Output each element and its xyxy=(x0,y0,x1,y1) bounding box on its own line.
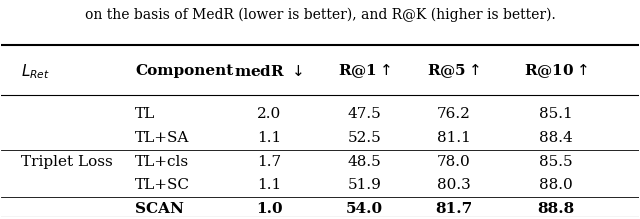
Text: Component: Component xyxy=(135,64,234,78)
Text: TL+SA: TL+SA xyxy=(135,131,189,145)
Text: 78.0: 78.0 xyxy=(437,155,470,169)
Text: 47.5: 47.5 xyxy=(348,107,381,121)
Text: 2.0: 2.0 xyxy=(257,107,281,121)
Text: medR $\downarrow$: medR $\downarrow$ xyxy=(234,64,303,79)
Text: R@1$\uparrow$: R@1$\uparrow$ xyxy=(338,62,391,80)
Text: 88.4: 88.4 xyxy=(539,131,573,145)
Text: 76.2: 76.2 xyxy=(437,107,471,121)
Text: 1.0: 1.0 xyxy=(256,202,282,216)
Text: R@10$\uparrow$: R@10$\uparrow$ xyxy=(524,62,588,80)
Text: TL: TL xyxy=(135,107,156,121)
Text: on the basis of MedR (lower is better), and R@K (higher is better).: on the basis of MedR (lower is better), … xyxy=(84,8,556,22)
Text: 85.5: 85.5 xyxy=(539,155,573,169)
Text: SCAN: SCAN xyxy=(135,202,184,216)
Text: R@5$\uparrow$: R@5$\uparrow$ xyxy=(428,62,481,80)
Text: 52.5: 52.5 xyxy=(348,131,381,145)
Text: 88.0: 88.0 xyxy=(539,178,573,192)
Text: Triplet Loss: Triplet Loss xyxy=(20,155,112,169)
Text: 48.5: 48.5 xyxy=(348,155,381,169)
Text: 54.0: 54.0 xyxy=(346,202,383,216)
Text: 81.1: 81.1 xyxy=(437,131,471,145)
Text: $L_{Ret}$: $L_{Ret}$ xyxy=(20,62,49,81)
Text: 1.7: 1.7 xyxy=(257,155,281,169)
Text: 80.3: 80.3 xyxy=(437,178,470,192)
Text: 85.1: 85.1 xyxy=(539,107,573,121)
Text: TL+cls: TL+cls xyxy=(135,155,189,169)
Text: 81.7: 81.7 xyxy=(435,202,472,216)
Text: 51.9: 51.9 xyxy=(348,178,381,192)
Text: 1.1: 1.1 xyxy=(257,178,281,192)
Text: 88.8: 88.8 xyxy=(537,202,574,216)
Text: 1.1: 1.1 xyxy=(257,131,281,145)
Text: TL+SC: TL+SC xyxy=(135,178,190,192)
